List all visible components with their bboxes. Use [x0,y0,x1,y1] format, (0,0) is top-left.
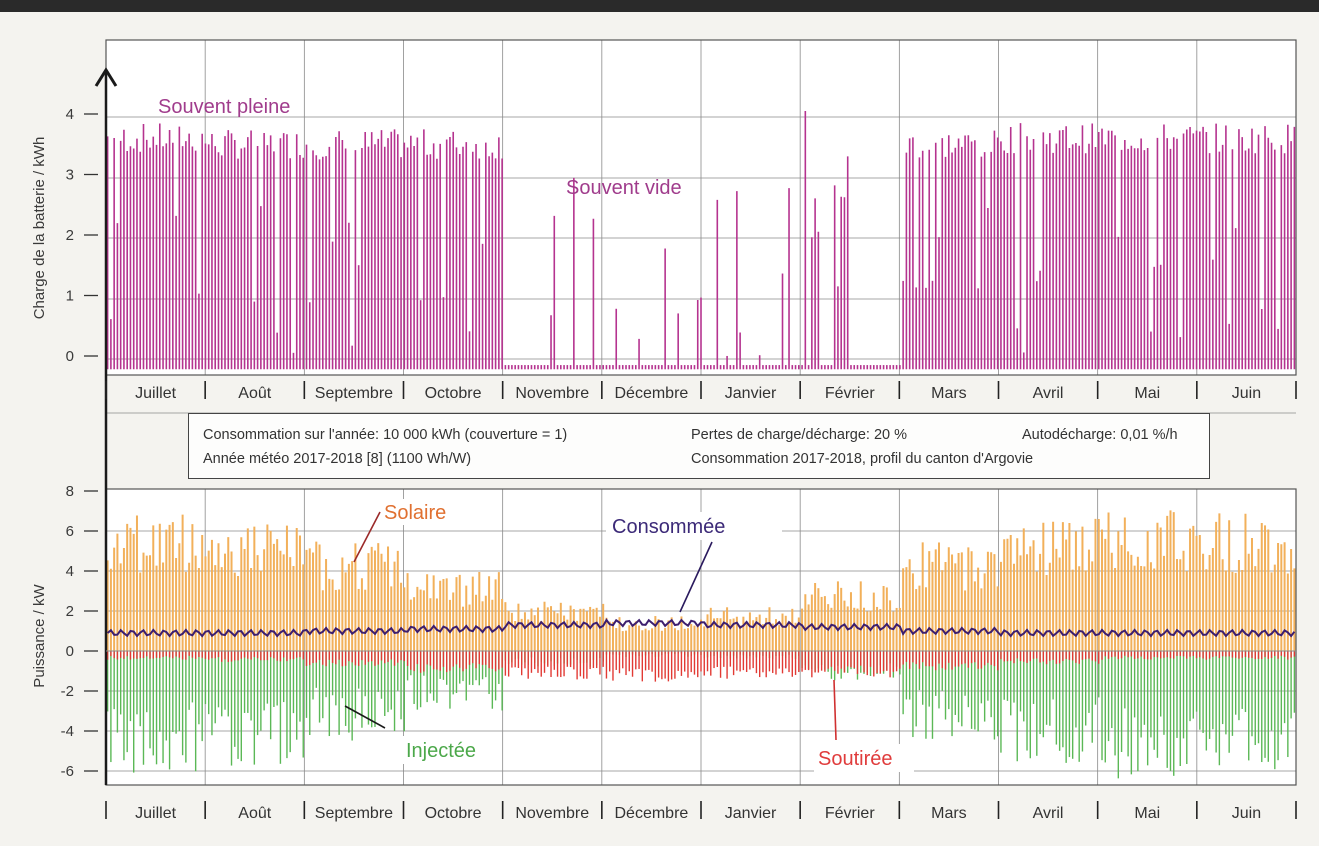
battery-month-label: Avril [1033,385,1064,402]
battery-month-label: Mars [931,385,967,402]
power-y-tick-label: 6 [66,523,74,540]
injected-bars [106,651,1296,779]
battery-month-label: Mai [1134,385,1160,402]
power-y-tick-label: -6 [61,763,74,780]
consumed-line [106,618,1296,638]
power-y-tick-label: 2 [66,603,74,620]
power-y-tick-label: -4 [61,723,74,740]
battery-month-label: Décembre [615,385,689,402]
battery-y-ticks: 0 1 2 3 4 [66,106,98,365]
battery-month-label: Juin [1232,385,1261,402]
power-month-label: Septembre [315,805,393,822]
label-bg-consommee [606,512,782,540]
battery-month-label: Octobre [425,385,482,402]
annotation-souvent-pleine: Souvent pleine [158,96,290,118]
drawn-bars [106,651,1296,682]
battery-y-tick-label: 3 [66,167,74,184]
battery-month-label: Février [825,385,875,402]
power-month-label: Avril [1033,805,1064,822]
annotation-souvent-vide: Souvent vide [566,177,682,199]
power-month-label: Janvier [725,805,777,822]
power-y-tick-label: -2 [61,683,74,700]
power-month-label: Mai [1134,805,1160,822]
label-bg-injectee [402,736,502,764]
annotation-solaire: Solaire [384,502,446,524]
info-box: Consommation sur l'année: 10 000 kWh (co… [188,413,1210,479]
info-line1-right: Autodécharge: 0,01 %/h [1022,427,1178,443]
pointer-soutiree [833,679,837,741]
power-axis-title: Puissance / kW [31,583,48,687]
power-month-label: Novembre [515,805,589,822]
battery-month-label: Janvier [725,385,777,402]
power-y-ticks: -6 -4 -2 0 2 4 6 8 [61,483,1296,780]
power-y-tick-label: 8 [66,483,74,500]
consumed-series-line [106,618,1296,638]
info-line2-left: Année météo 2017-2018 [8] (1100 Wh/W) [203,451,472,467]
battery-y-tick-label: 1 [66,288,74,305]
battery-axis-title: Charge de la batterie / kWh [31,137,48,320]
annotation-injectee: Injectée [406,740,476,762]
power-y-tick-label: 0 [66,643,74,660]
top-dark-bar [0,0,1319,12]
power-month-label: Mars [931,805,967,822]
info-line2-mid: Consommation 2017-2018, profil du canton… [691,451,1034,467]
battery-y-tick-label: 4 [66,106,74,123]
info-line1-left: Consommation sur l'année: 10 000 kWh (co… [203,427,568,443]
battery-month-label: Septembre [315,385,393,402]
power-month-labels: Juillet Août Septembre Octobre Novembre Décem… [105,801,1297,822]
power-month-label: Août [238,805,271,822]
power-month-label: Juillet [135,805,176,822]
power-y-tick-label: 4 [66,563,74,580]
pointer-solaire [353,511,381,563]
battery-month-labels: Juillet Août Septembre Octobre Novembre Décem… [105,381,1297,402]
battery-month-label: Novembre [515,385,589,402]
battery-month-label: Juillet [135,385,176,402]
power-month-label: Février [825,805,875,822]
power-month-label: Décembre [615,805,689,822]
power-month-label: Juin [1232,805,1261,822]
annotation-soutiree: Soutirée [818,748,893,770]
battery-y-tick-label: 0 [66,348,74,365]
battery-y-tick-label: 2 [66,227,74,244]
label-bg-soutiree [814,744,914,772]
pointer-injectee [344,705,386,729]
y-axis-arrowhead [94,67,118,87]
label-bg-solaire [380,499,460,525]
info-line1-mid: Pertes de charge/décharge: 20 % [691,427,908,443]
pointer-consommee [679,541,713,613]
battery-month-label: Août [238,385,271,402]
power-month-label: Octobre [425,805,482,822]
battery-bars [106,110,1296,370]
annotation-consommee: Consommée [612,516,725,538]
